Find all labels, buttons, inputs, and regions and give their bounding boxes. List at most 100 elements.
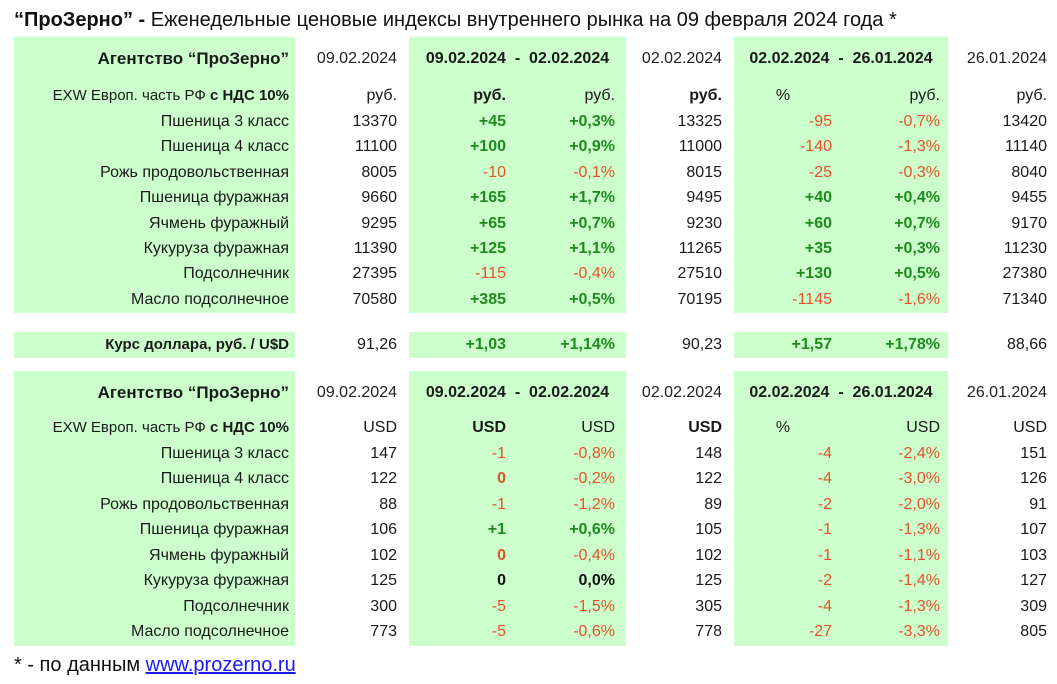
usd-rate-label: Курс доллара, руб. / U$D [105,336,289,353]
change-abs-week2: -4 [817,445,832,462]
price-prev2: 805 [1020,623,1047,640]
price-current: 27395 [352,265,398,282]
change-abs-week1: -115 [475,265,506,282]
price-current: 8005 [361,164,397,181]
source-link[interactable]: www.prozerno.ru [145,654,296,676]
rub-label-panel [14,37,295,313]
price-prev: 11265 [678,240,722,257]
price-prev2: 9170 [1011,215,1047,232]
basis-label: EXW Европ. часть РФ с НДС 10% [14,415,289,440]
change-pct-week2: +0,5% [894,265,940,282]
usd-rate-prev: 90,23 [681,336,722,353]
price-current: 70580 [352,291,398,308]
price-prev: 305 [695,598,722,615]
unit-d2: руб. [689,87,722,104]
change-abs-week1: 0 [497,547,506,564]
change-pct-week1: -1,2% [573,496,615,513]
price-prev2: 11230 [1003,240,1047,257]
page-title: “ПроЗерно” - Еженедельные ценовые индекс… [14,9,897,32]
unit-d1: руб. [366,87,397,104]
date-current: 09.02.2024 [316,50,397,67]
change-pct-week2: -1,3% [898,598,940,615]
change-pct-week2: -1,3% [898,521,940,538]
change-pct-week1: +0,7% [569,215,615,232]
row-label: Пшеница фуражная [139,189,289,206]
table-row: Масло подсолнечное 773 -5 -0,6% 778 -27 … [0,619,1057,644]
price-current: 9660 [361,189,397,206]
row-label: Подсолнечник [183,598,289,615]
usd-label-panel [14,371,295,646]
date-prev2: 26.01.2024 [966,384,1047,401]
change-abs-week2: -1 [817,521,832,538]
usd-week2-change-panel [734,371,948,646]
price-prev: 11000 [678,138,722,155]
unit-a2: % [775,87,791,104]
unit-b1: руб. [584,87,615,104]
unit-b2: руб. [909,87,940,104]
unit-d3: руб. [1016,87,1047,104]
price-prev2: 91 [1029,496,1047,513]
range-week1: 09.02.2024 - 02.02.2024 [425,384,610,401]
change-pct-week1: +1,1% [569,240,615,257]
table-row: Пшеница 4 класс 122 0 -0,2% 122 -4 -3,0%… [0,466,1057,491]
price-prev: 125 [695,572,722,589]
table-row: Кукуруза фуражная 11390 +125 +1,1% 11265… [0,236,1057,261]
change-abs-week2: +35 [804,240,832,257]
price-current: 9295 [361,215,397,232]
price-prev: 102 [695,547,722,564]
source-footnote: * - по данным www.prozerno.ru [14,654,296,677]
change-abs-week1: -1 [491,445,506,462]
price-current: 88 [379,496,397,513]
row-label: Рожь продовольственная [100,496,289,513]
row-label: Пшеница 3 класс [160,113,289,130]
price-prev: 8015 [686,164,722,181]
price-current: 102 [370,547,397,564]
change-abs-week2: -1 [817,547,832,564]
change-abs-week1: +1 [487,521,506,538]
row-label: Пшеница 4 класс [160,138,289,155]
price-current: 147 [370,445,397,462]
change-pct-week2: -3,0% [898,470,940,487]
title-text: Еженедельные ценовые индексы внутреннего… [145,9,897,31]
basis-label-vat: с НДС 10% [209,419,289,436]
table-row: Пшеница фуражная 9660 +165 +1,7% 9495 +4… [0,185,1057,210]
usd-rate-week2-panel [734,332,948,358]
date-prev: 02.02.2024 [641,50,722,67]
change-pct-week2: -1,4% [898,572,940,589]
usd-rate-current: 91,26 [356,336,397,353]
change-pct-week1: -0,8% [573,445,615,462]
change-pct-week2: -0,7% [898,113,940,130]
row-label: Подсолнечник [183,265,289,282]
change-pct-week1: +0,9% [569,138,615,155]
price-prev2: 107 [1020,521,1047,538]
change-pct-week2: +0,7% [894,215,940,232]
change-pct-week2: -1,1% [898,547,940,564]
price-current: 773 [370,623,397,640]
usd-rate-change-pct-week2: +1,78% [885,336,940,353]
table-row: Ячмень фуражный 9295 +65 +0,7% 9230 +60 … [0,211,1057,236]
change-abs-week2: -2 [817,572,832,589]
change-abs-week2: -27 [808,623,832,640]
price-prev: 9230 [686,215,722,232]
change-abs-week2: +60 [804,215,832,232]
change-abs-week1: -5 [491,598,506,615]
rub-week1-change-panel [409,37,626,313]
title-brand: “ПроЗерно” - [14,9,146,31]
range-week2: 02.02.2024 - 26.01.2024 [749,384,933,401]
change-pct-week1: 0,0% [578,572,615,589]
change-abs-week1: +385 [469,291,506,308]
change-pct-week2: -0,3% [898,164,940,181]
change-abs-week1: +100 [469,138,506,155]
row-label: Кукуруза фуражная [143,572,289,589]
change-abs-week1: -10 [482,164,506,181]
price-current: 125 [370,572,397,589]
change-pct-week1: -0,1% [573,164,615,181]
table-row: Кукуруза фуражная 125 0 0,0% 125 -2 -1,4… [0,568,1057,593]
date-prev: 02.02.2024 [641,384,722,401]
price-prev: 9495 [686,189,722,206]
date-prev2: 26.01.2024 [966,50,1047,67]
price-prev: 105 [695,521,722,538]
usd-rate-prev2: 88,66 [1006,336,1047,353]
change-abs-week1: 0 [497,470,506,487]
table-row: Подсолнечник 300 -5 -1,5% 305 -4 -1,3% 3… [0,594,1057,619]
